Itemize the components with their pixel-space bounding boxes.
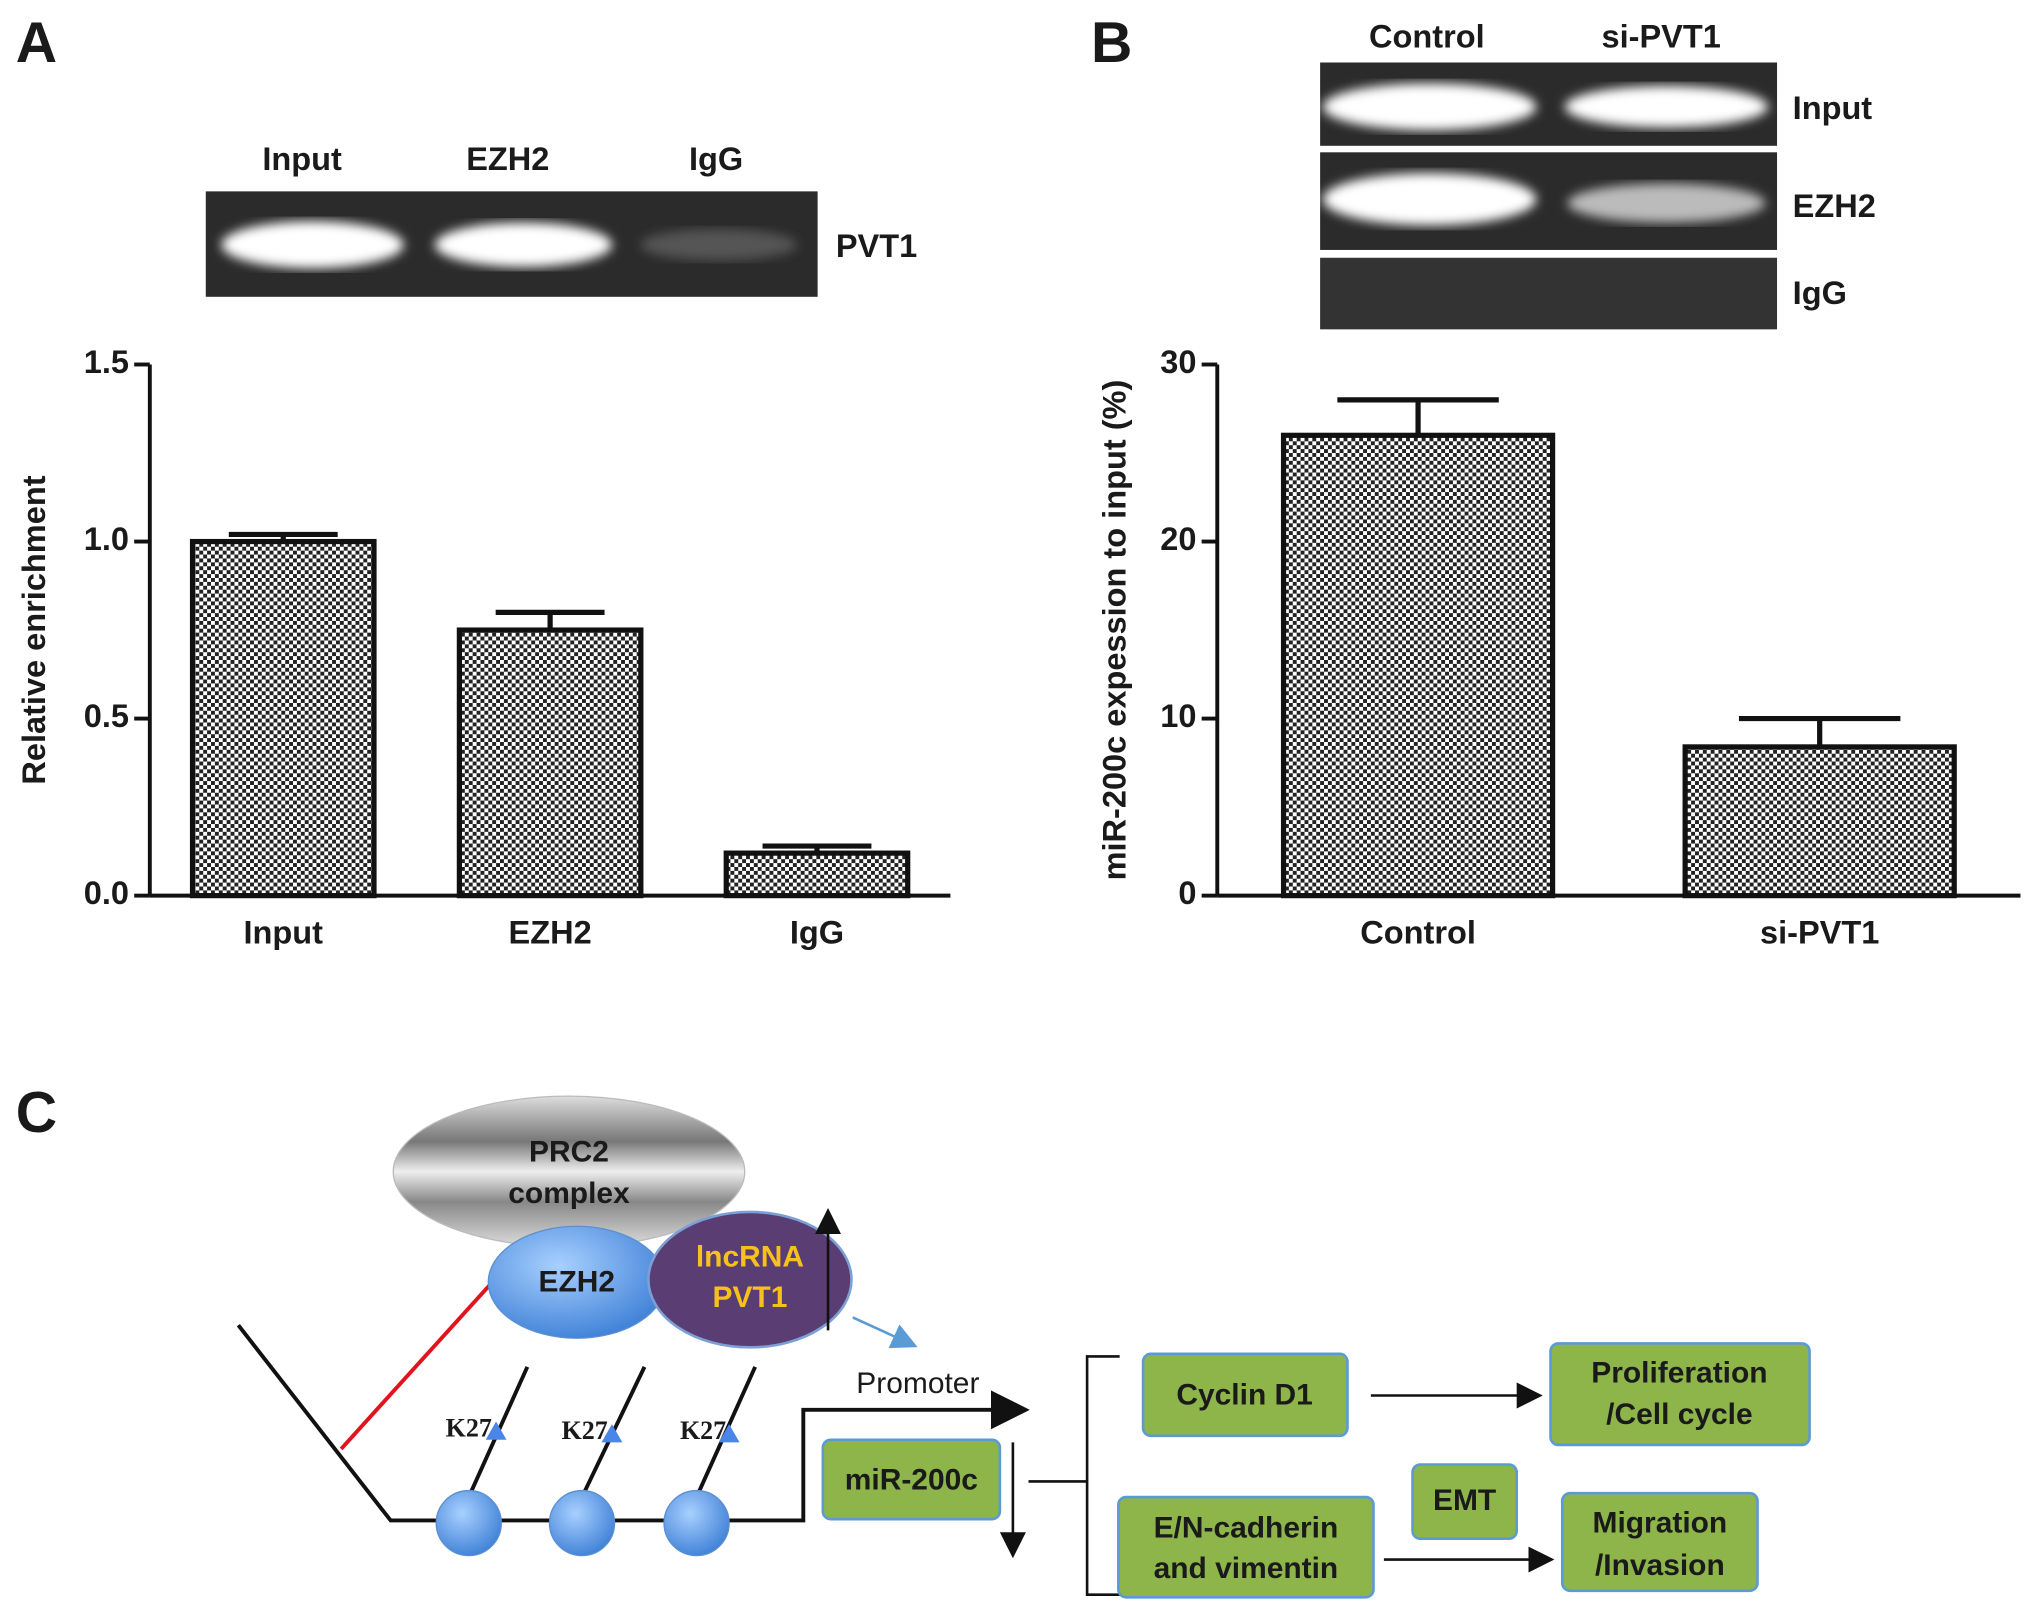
- y-tick-label: 20: [1160, 521, 1196, 557]
- y-tick-label: 1.5: [84, 344, 129, 380]
- x-tick-label: IgG: [790, 914, 844, 950]
- diagram-text: Promoter: [856, 1367, 979, 1400]
- diagram-text: /Cell cycle: [1606, 1398, 1752, 1431]
- y-tick-label: 30: [1160, 344, 1196, 380]
- diagram-text: Migration: [1593, 1506, 1728, 1539]
- diagram-text: Proliferation: [1591, 1357, 1767, 1390]
- bar: [1682, 744, 1957, 899]
- y-tick-label: 0.5: [84, 698, 129, 734]
- lane-label: si-PVT1: [1602, 19, 1721, 55]
- bar: [1280, 432, 1556, 899]
- lane-label: IgG: [689, 141, 743, 177]
- lane-label: Control: [1369, 19, 1485, 55]
- x-tick-label: Control: [1360, 914, 1476, 950]
- error-bar: [1738, 715, 1901, 747]
- error-bar: [495, 609, 605, 631]
- gel: [205, 191, 818, 297]
- diagram-text: complex: [508, 1177, 630, 1210]
- error-bar: [228, 531, 338, 542]
- row-label: Input: [1793, 90, 1873, 126]
- row-label: PVT1: [836, 228, 917, 264]
- error-bar: [762, 843, 872, 854]
- charts: 0.0 0.5 1.0 1.5 Relative enrichment Input EZH2…: [16, 344, 2021, 950]
- row-label: EZH2: [1793, 188, 1876, 224]
- panel-label: A: [16, 11, 57, 75]
- y-tick-label: 0: [1178, 875, 1196, 911]
- diagram-text: EZH2: [539, 1265, 616, 1298]
- bar: [456, 627, 644, 899]
- y-tick-label: 1.0: [84, 521, 129, 557]
- diagram-text: E/N-cadherin: [1154, 1511, 1339, 1544]
- y-tick-label: 10: [1160, 698, 1196, 734]
- gel: [1320, 62, 1778, 330]
- diagram-text: miR-200c: [845, 1463, 978, 1496]
- diagram-text: /Invasion: [1595, 1549, 1725, 1582]
- diagram-text: lncRNA: [696, 1241, 804, 1274]
- x-tick-label: EZH2: [509, 914, 592, 950]
- y-tick-label: 0.0: [84, 875, 129, 911]
- y-axis-label: miR-200c expession to input (%): [1097, 380, 1133, 881]
- diagram-text: K27: [446, 1414, 492, 1443]
- x-tick-label: si-PVT1: [1760, 914, 1879, 950]
- error-bar: [1337, 397, 1499, 436]
- diagram-text: K27: [561, 1416, 607, 1445]
- diagram-text: EMT: [1433, 1484, 1496, 1517]
- panel-label: C: [16, 1081, 57, 1145]
- diagram: [236, 1095, 1811, 1599]
- row-label: IgG: [1793, 275, 1847, 311]
- lane-label: EZH2: [466, 141, 549, 177]
- diagram-text: K27: [680, 1416, 726, 1445]
- x-tick-label: Input: [243, 914, 323, 950]
- diagram-text: PVT1: [712, 1281, 787, 1314]
- bar: [189, 538, 377, 899]
- panel-label: B: [1091, 11, 1132, 75]
- diagram-text: PRC2: [529, 1135, 609, 1168]
- diagram-text: and vimentin: [1154, 1552, 1339, 1585]
- bar: [723, 850, 911, 899]
- lane-label: Input: [262, 141, 342, 177]
- diagram-text: Cyclin D1: [1176, 1379, 1312, 1412]
- y-axis-label: Relative enrichment: [16, 475, 52, 784]
